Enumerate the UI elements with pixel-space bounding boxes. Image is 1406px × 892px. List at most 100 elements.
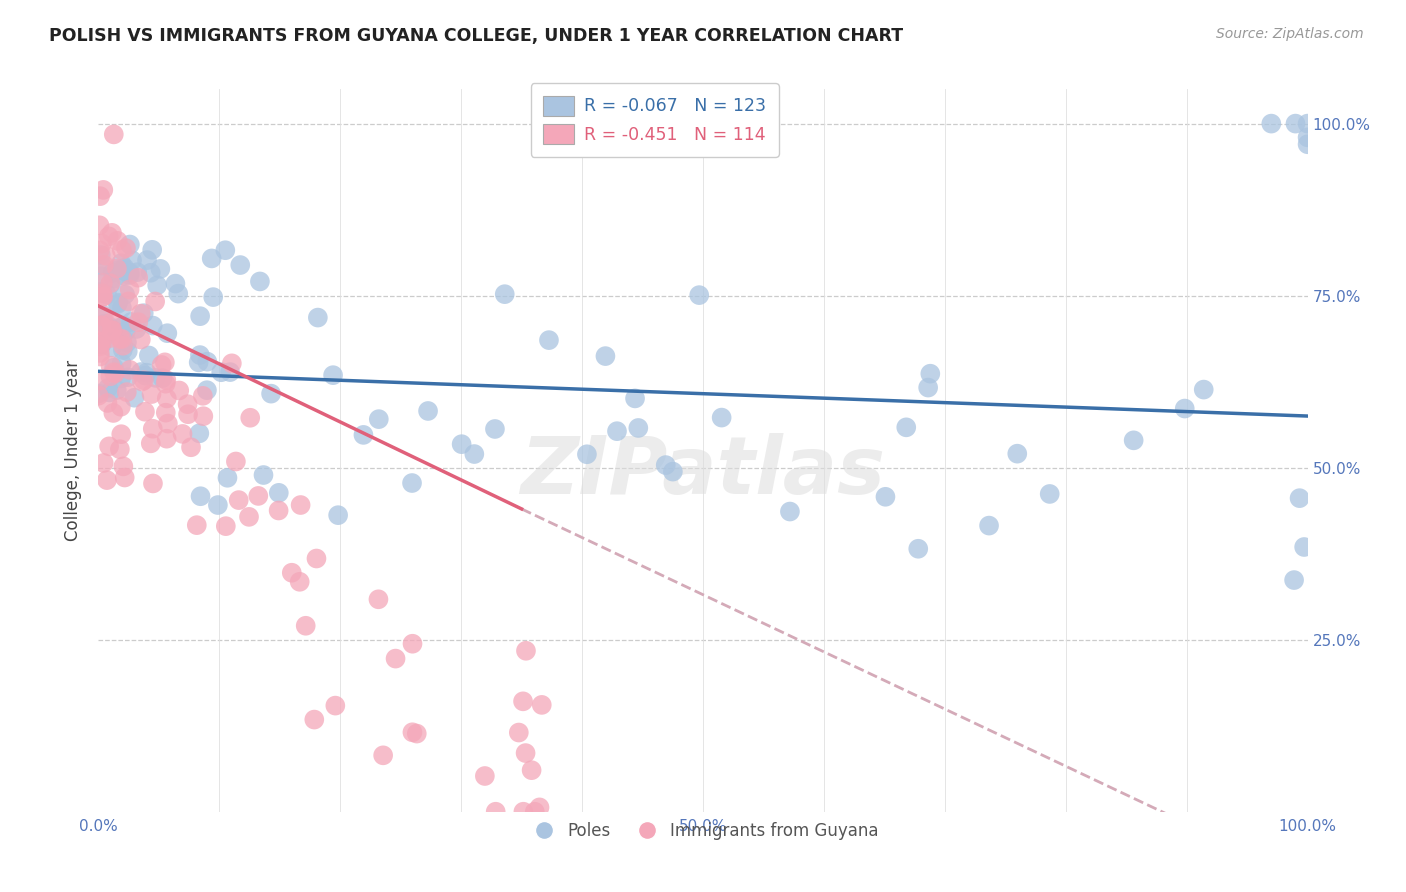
Point — [117, 370, 139, 384]
Point — [98, 385, 121, 400]
Point — [125, 322, 148, 336]
Point — [98, 331, 121, 345]
Point — [90, 236, 112, 251]
Point — [654, 458, 676, 472]
Point — [1039, 487, 1062, 501]
Point — [118, 282, 141, 296]
Point — [89, 334, 111, 349]
Point — [249, 275, 271, 289]
Point — [512, 694, 534, 708]
Point — [96, 287, 118, 301]
Point — [101, 266, 124, 280]
Point — [127, 270, 149, 285]
Point — [101, 323, 124, 337]
Point — [114, 470, 136, 484]
Point — [228, 493, 250, 508]
Point — [115, 241, 138, 255]
Point — [90, 248, 112, 262]
Point — [139, 266, 162, 280]
Point — [537, 333, 560, 347]
Point — [153, 355, 176, 369]
Point — [156, 392, 179, 406]
Point — [112, 339, 135, 353]
Point — [1174, 401, 1197, 416]
Point — [97, 381, 120, 395]
Point — [103, 271, 125, 285]
Point — [167, 286, 190, 301]
Point — [111, 301, 134, 315]
Point — [107, 295, 129, 310]
Point — [508, 725, 530, 739]
Point — [108, 332, 131, 346]
Point — [142, 422, 165, 436]
Point — [267, 485, 290, 500]
Point — [110, 256, 132, 270]
Point — [105, 383, 128, 397]
Point — [103, 365, 125, 379]
Point — [94, 249, 117, 263]
Point — [190, 489, 212, 503]
Point — [112, 260, 135, 275]
Point — [111, 343, 134, 357]
Point — [221, 356, 243, 370]
Point — [474, 769, 496, 783]
Point — [93, 258, 115, 272]
Point — [1288, 491, 1310, 505]
Point — [111, 356, 134, 370]
Point — [229, 258, 252, 272]
Point — [977, 518, 1000, 533]
Point — [188, 426, 211, 441]
Point — [129, 307, 152, 321]
Point — [202, 290, 225, 304]
Point — [101, 226, 124, 240]
Point — [401, 476, 423, 491]
Point — [96, 473, 118, 487]
Point — [152, 371, 174, 385]
Point — [155, 373, 177, 387]
Point — [107, 297, 129, 311]
Point — [373, 748, 395, 763]
Point — [124, 391, 146, 405]
Point — [139, 436, 162, 450]
Point — [1007, 447, 1029, 461]
Point — [101, 324, 124, 338]
Point — [91, 286, 114, 301]
Point — [187, 355, 209, 369]
Point — [405, 726, 427, 740]
Point — [238, 509, 260, 524]
Point — [896, 420, 918, 434]
Point — [281, 566, 304, 580]
Point — [90, 318, 112, 333]
Point — [1284, 117, 1306, 131]
Point — [121, 253, 143, 268]
Point — [290, 498, 312, 512]
Point — [219, 365, 242, 379]
Point — [111, 243, 134, 257]
Point — [180, 440, 202, 454]
Point — [247, 489, 270, 503]
Point — [520, 763, 543, 777]
Point — [177, 407, 200, 421]
Point — [156, 432, 179, 446]
Point — [305, 551, 328, 566]
Point — [367, 412, 389, 426]
Point — [267, 503, 290, 517]
Point — [103, 128, 125, 142]
Text: ZIPatlas: ZIPatlas — [520, 434, 886, 511]
Point — [89, 189, 111, 203]
Point — [595, 349, 617, 363]
Point — [515, 746, 537, 760]
Point — [575, 447, 598, 461]
Point — [111, 332, 134, 346]
Point — [120, 315, 142, 329]
Point — [193, 409, 215, 424]
Point — [136, 253, 159, 268]
Point — [322, 368, 344, 383]
Point — [401, 725, 423, 739]
Point — [485, 805, 508, 819]
Point — [1296, 137, 1319, 152]
Point — [118, 237, 141, 252]
Point — [225, 454, 247, 468]
Point — [367, 592, 389, 607]
Point — [89, 339, 111, 353]
